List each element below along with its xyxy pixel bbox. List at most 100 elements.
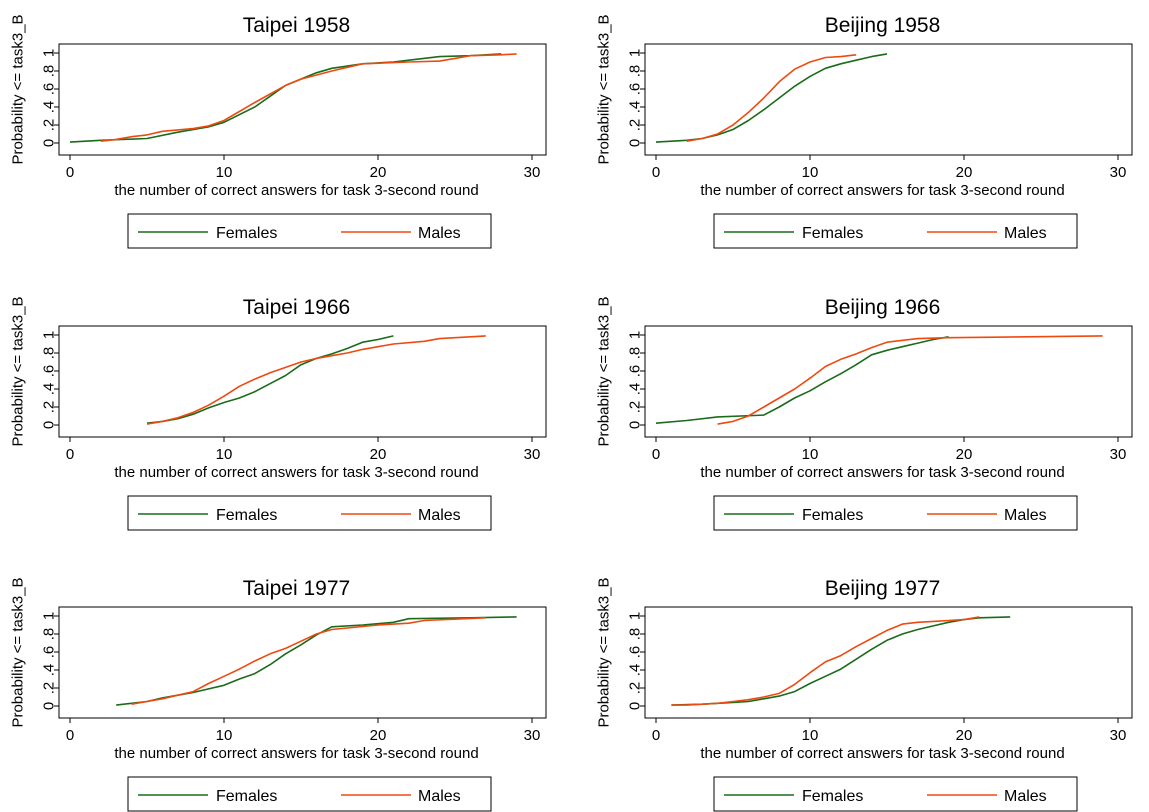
y-tick-label: .8: [41, 628, 58, 641]
x-tick-label: 30: [524, 164, 541, 181]
y-tick-label: .8: [627, 347, 644, 360]
x-tick-label: 20: [370, 164, 387, 181]
legend-label-males: Males: [418, 507, 461, 524]
chart-title: Taipei 1966: [243, 296, 350, 319]
y-tick-label: .2: [41, 401, 58, 414]
x-tick-label: 30: [1110, 164, 1127, 181]
x-tick-label: 30: [1110, 446, 1127, 463]
x-tick-label: 10: [216, 164, 233, 181]
x-tick-label: 20: [956, 727, 973, 744]
y-tick-label: .6: [627, 646, 644, 659]
legend-label-females: Females: [216, 225, 277, 242]
plot-frame: [644, 325, 1133, 438]
females-line: [116, 616, 517, 706]
x-axis-label: the number of correct answers for task 3…: [700, 182, 1064, 199]
x-tick-label: 10: [216, 446, 233, 463]
y-tick-label: 0: [41, 139, 58, 147]
y-tick-label: .4: [627, 664, 644, 677]
legend-label-females: Females: [802, 225, 863, 242]
females-line: [671, 616, 1011, 706]
y-tick-label: .4: [41, 664, 58, 677]
legend-label-females: Females: [802, 507, 863, 524]
legend: Females Males: [713, 495, 1078, 531]
males-line: [131, 617, 486, 705]
x-tick-label: 20: [956, 446, 973, 463]
x-tick-label: 20: [956, 164, 973, 181]
y-tick-label: .8: [627, 65, 644, 78]
legend: Females Males: [127, 776, 492, 812]
legend-label-females: Females: [216, 507, 277, 524]
y-tick-label: 0: [627, 702, 644, 710]
females-line: [69, 53, 502, 143]
x-tick-label: 10: [802, 727, 819, 744]
x-axis-label: the number of correct answers for task 3…: [114, 464, 478, 481]
legend: Females Males: [127, 213, 492, 249]
legend-box: [713, 213, 1078, 249]
x-axis-label: the number of correct answers for task 3…: [700, 745, 1064, 762]
legend: Females Males: [713, 776, 1078, 812]
legend-label-males: Males: [1004, 507, 1047, 524]
chart-title: Beijing 1958: [825, 14, 941, 37]
plot-frame: [58, 43, 547, 156]
x-tick-label: 0: [652, 164, 660, 181]
y-axis-label: Probability <= task3_B: [10, 14, 27, 164]
y-tick-label: .2: [627, 119, 644, 132]
y-tick-label: 1: [627, 49, 644, 57]
y-axis-label: Probability <= task3_B: [596, 296, 613, 446]
y-tick-label: .4: [627, 383, 644, 396]
x-tick-label: 30: [524, 446, 541, 463]
legend-box: [127, 495, 492, 531]
y-tick-label: 1: [627, 612, 644, 620]
chart-title: Beijing 1966: [825, 296, 941, 319]
y-tick-label: .2: [41, 119, 58, 132]
y-tick-label: 1: [41, 331, 58, 339]
x-axis-label: the number of correct answers for task 3…: [114, 745, 478, 762]
x-tick-label: 30: [1110, 727, 1127, 744]
plot-frame: [644, 606, 1133, 719]
legend-label-males: Males: [418, 225, 461, 242]
y-tick-label: .4: [41, 101, 58, 114]
males-line: [671, 616, 980, 706]
y-tick-label: .6: [41, 83, 58, 96]
y-axis-label: Probability <= task3_B: [596, 577, 613, 727]
y-tick-label: 1: [627, 331, 644, 339]
x-tick-label: 20: [370, 727, 387, 744]
plot-frame: [58, 325, 547, 438]
x-tick-label: 0: [652, 446, 660, 463]
y-tick-label: .8: [41, 347, 58, 360]
y-tick-label: .6: [627, 83, 644, 96]
y-tick-label: 1: [41, 612, 58, 620]
y-tick-label: 0: [41, 702, 58, 710]
x-tick-label: 0: [652, 727, 660, 744]
y-tick-label: .4: [627, 101, 644, 114]
legend-label-males: Males: [1004, 225, 1047, 242]
males-line: [717, 335, 1103, 425]
legend-box: [127, 776, 492, 812]
females-line: [655, 336, 949, 424]
x-tick-label: 0: [66, 164, 74, 181]
chart-title: Beijing 1977: [825, 577, 941, 600]
legend: Females Males: [713, 213, 1078, 249]
y-tick-label: 0: [627, 139, 644, 147]
chart-title: Taipei 1977: [243, 577, 350, 600]
legend-label-females: Females: [216, 788, 277, 805]
x-tick-label: 0: [66, 446, 74, 463]
y-axis-label: Probability <= task3_B: [10, 577, 27, 727]
x-tick-label: 10: [216, 727, 233, 744]
x-tick-label: 10: [802, 446, 819, 463]
y-tick-label: .6: [41, 646, 58, 659]
x-tick-label: 0: [66, 727, 74, 744]
y-axis-label: Probability <= task3_B: [10, 296, 27, 446]
legend-label-males: Males: [418, 788, 461, 805]
x-tick-label: 30: [524, 727, 541, 744]
legend-box: [713, 495, 1078, 531]
y-tick-label: .8: [41, 65, 58, 78]
y-tick-label: 1: [41, 49, 58, 57]
x-axis-label: the number of correct answers for task 3…: [114, 182, 478, 199]
plot-frame: [58, 606, 547, 719]
